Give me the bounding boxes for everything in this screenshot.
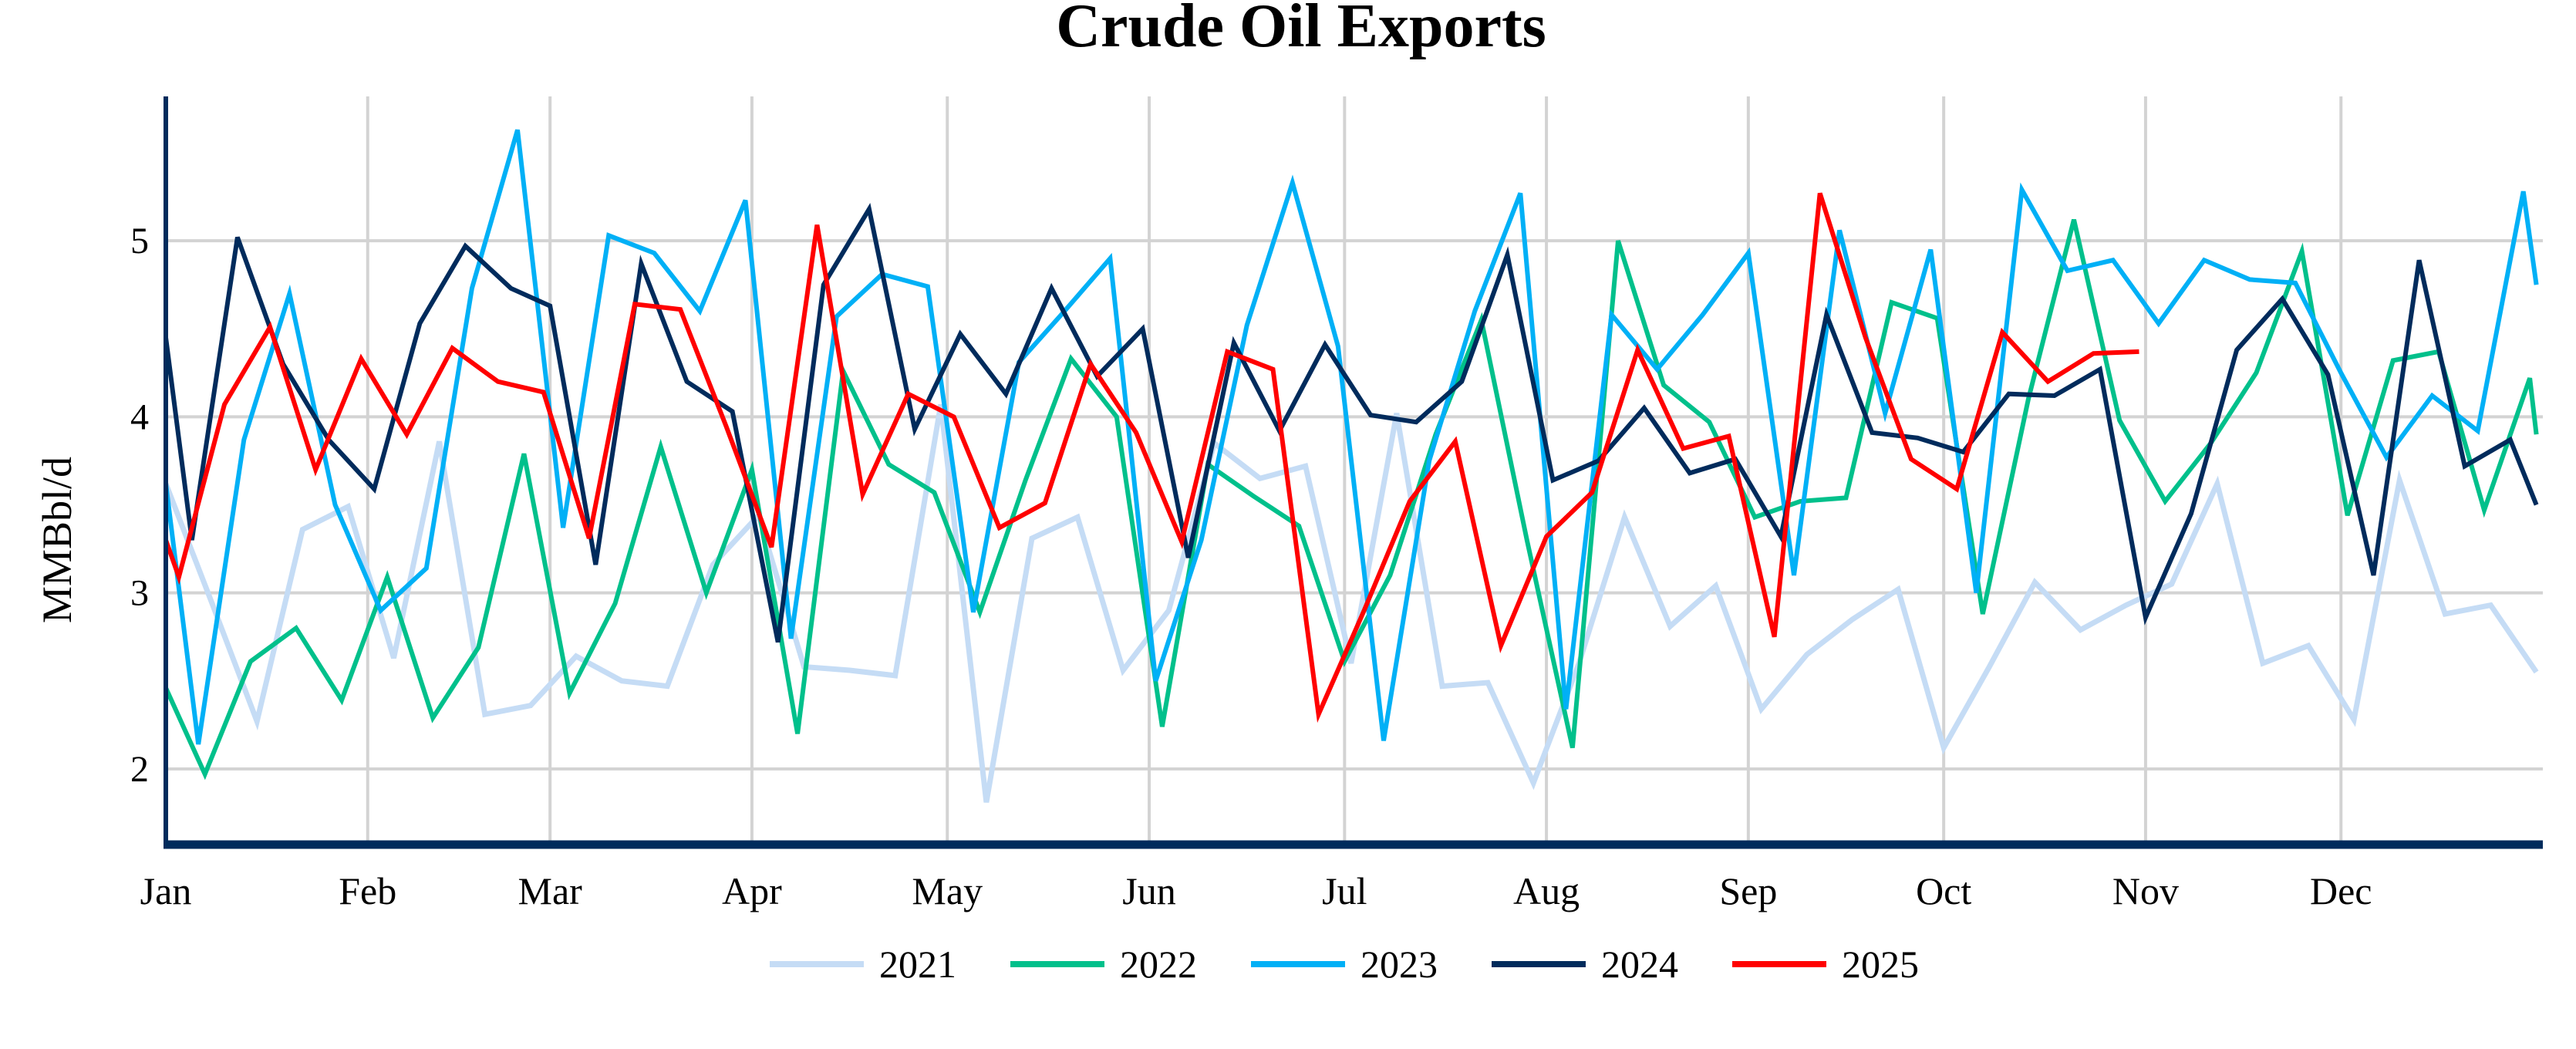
legend-label: 2021	[879, 943, 956, 986]
y-tick-label: 2	[130, 749, 149, 790]
y-tick-label: 3	[130, 573, 149, 614]
x-tick-label: Sep	[1719, 869, 1777, 912]
legend: 2021 2022 2023 2024 2025	[770, 943, 1919, 986]
chart-title: Crude Oil Exports	[1056, 0, 1546, 60]
legend-label: 2024	[1601, 943, 1678, 986]
x-tick-label: Feb	[339, 869, 396, 912]
x-axis-ticks: Jan Feb Mar Apr May Jun Jul Aug Sep Oct Nov Dec	[140, 869, 2372, 912]
x-tick-label: Oct	[1916, 869, 1971, 912]
x-tick-label: May	[912, 869, 983, 912]
x-tick-label: Jul	[1322, 869, 1367, 912]
x-tick-label: Nov	[2112, 869, 2179, 912]
series-line-2025	[166, 192, 2139, 724]
legend-item-2022[interactable]: 2022	[1010, 943, 1197, 986]
x-tick-label: Jan	[140, 869, 192, 912]
legend-item-2024[interactable]: 2024	[1492, 943, 1678, 986]
x-tick-label: Apr	[722, 869, 782, 912]
y-axis-ticks: 2 3 4 5	[130, 221, 149, 790]
series-lines	[166, 129, 2539, 803]
legend-item-2021[interactable]: 2021	[770, 943, 956, 986]
x-tick-label: Dec	[2310, 869, 2372, 912]
legend-label: 2022	[1120, 943, 1197, 986]
x-tick-label: Jun	[1122, 869, 1175, 912]
y-axis-label: MMBbl/d	[34, 457, 80, 623]
y-tick-label: 4	[130, 396, 149, 437]
series-line-2023	[166, 129, 2539, 745]
legend-label: 2025	[1842, 943, 1919, 986]
y-tick-label: 5	[130, 221, 149, 261]
series-line-2022	[166, 219, 2539, 781]
legend-item-2023[interactable]: 2023	[1251, 943, 1438, 986]
legend-label: 2023	[1360, 943, 1438, 986]
x-tick-label: Mar	[518, 869, 583, 912]
x-tick-label: Aug	[1513, 869, 1580, 912]
series-line-2024	[166, 202, 2539, 643]
legend-item-2025[interactable]: 2025	[1732, 943, 1919, 986]
